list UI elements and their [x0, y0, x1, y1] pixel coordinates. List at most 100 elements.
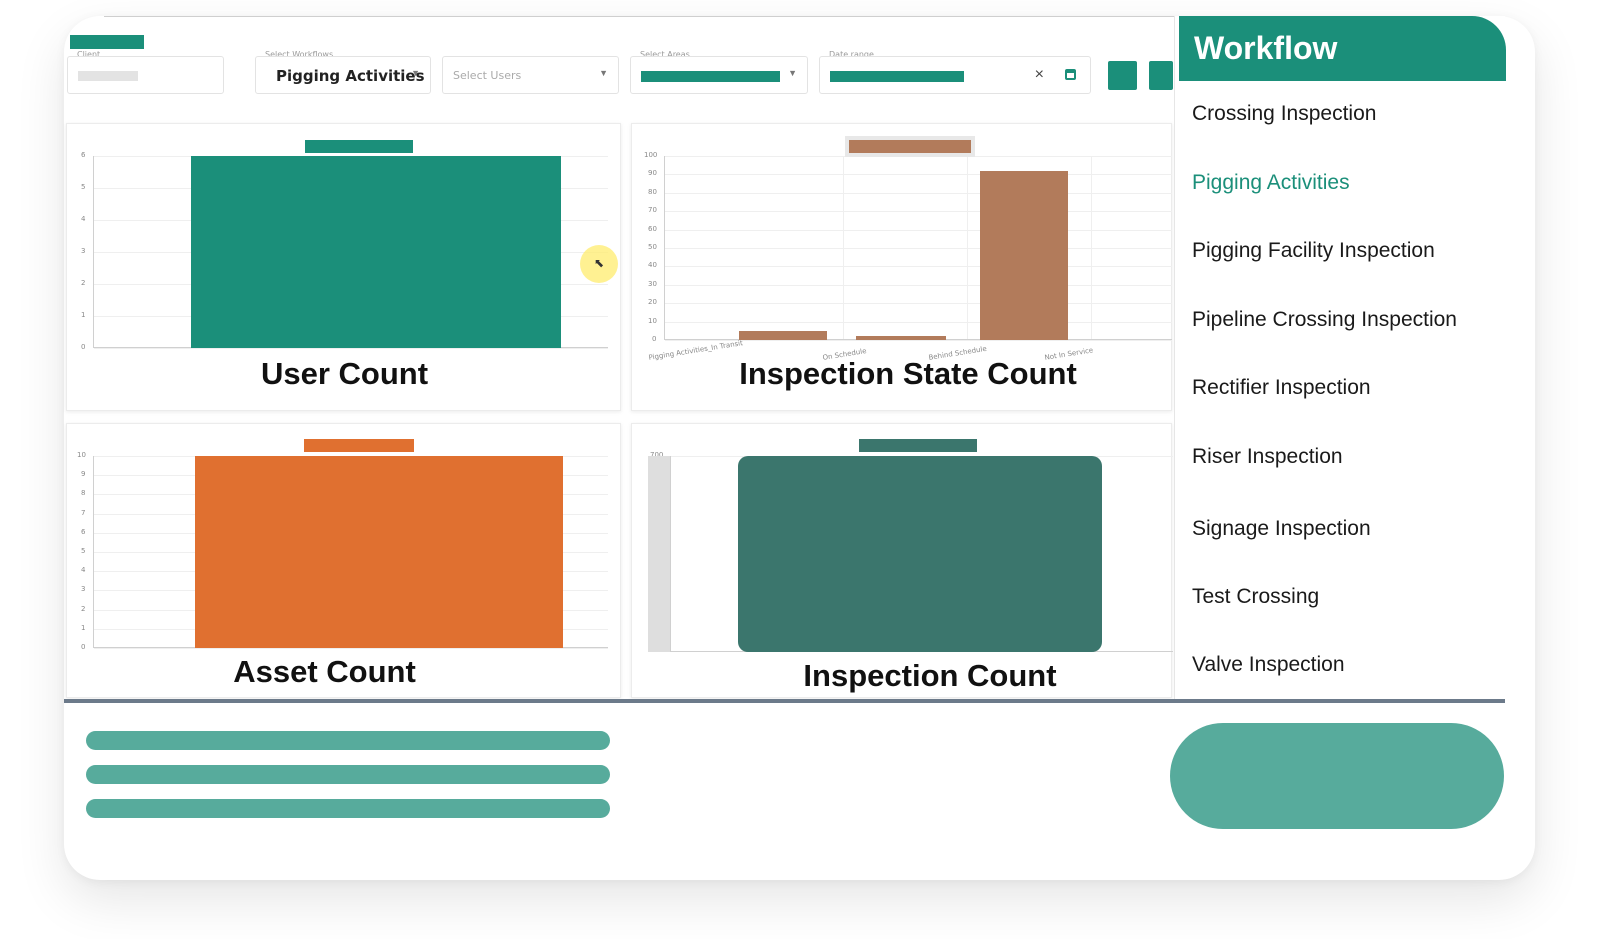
legend-swatch[interactable] [859, 439, 977, 452]
chart-title: Inspection State Count [739, 356, 1077, 391]
gridline [665, 340, 1172, 341]
client-label: Client [77, 50, 101, 59]
apply-button[interactable] [1108, 61, 1137, 90]
y-tick-label: 1 [81, 311, 86, 319]
workflow-label: Select Workflows [265, 50, 334, 59]
gridline [94, 648, 608, 649]
top-border [104, 16, 1224, 17]
workflow-item[interactable]: Signage Inspection [1192, 517, 1371, 540]
areas-label: Select Areas [640, 50, 690, 59]
chart-title: Asset Count [233, 654, 416, 689]
gridline [665, 266, 1172, 268]
workflow-item[interactable]: Pigging Facility Inspection [1192, 239, 1435, 262]
date-range-input[interactable]: × [819, 56, 1091, 94]
y-tick-label: 30 [648, 279, 657, 288]
legend-swatch[interactable] [305, 140, 413, 153]
y-tick-label: 60 [648, 224, 657, 233]
users-filter[interactable]: Select Users ▼ [442, 40, 619, 94]
gridline [94, 348, 608, 349]
y-tick-label: 0 [81, 343, 86, 351]
chart-bar[interactable] [191, 156, 561, 348]
workflow-item[interactable]: Pigging Activities [1192, 171, 1350, 194]
users-select[interactable]: Select Users ▼ [442, 56, 619, 94]
chart-grid [664, 156, 1172, 341]
y-axis-panel [648, 456, 670, 652]
client-value-placeholder [78, 71, 138, 81]
y-tick-label: 80 [648, 187, 657, 196]
y-tick-label: 40 [648, 261, 657, 270]
workflow-select[interactable]: Pigging Activities ▼ [255, 56, 431, 94]
workflow-value: Pigging Activities [276, 67, 425, 85]
workflow-item[interactable]: Riser Inspection [1192, 445, 1343, 468]
y-tick-label: 1 [81, 623, 86, 632]
chart-bar[interactable] [195, 456, 563, 648]
gridline [665, 211, 1172, 213]
workflow-title: Workflow [1194, 30, 1338, 66]
section-divider [64, 699, 1505, 703]
workflow-item[interactable]: Rectifier Inspection [1192, 376, 1371, 399]
workflow-item[interactable]: Valve Inspection [1192, 653, 1345, 676]
cursor-icon: ⬉ [594, 256, 605, 270]
date-value-placeholder [830, 71, 964, 82]
date-filter[interactable]: Date range × [819, 40, 1091, 94]
chevron-down-icon: ▼ [788, 68, 797, 78]
y-tick-label: 5 [81, 547, 86, 555]
gridline [1091, 156, 1092, 339]
y-tick-label: 6 [81, 527, 86, 536]
legend-swatch[interactable] [845, 136, 975, 157]
client-select[interactable] [67, 56, 224, 94]
logo [70, 35, 144, 49]
areas-select[interactable]: ▼ [630, 56, 808, 94]
text-placeholder-line [86, 765, 610, 784]
y-tick-label: 5 [81, 183, 86, 191]
areas-filter[interactable]: Select Areas ▼ [630, 40, 808, 94]
close-icon[interactable]: × [1034, 66, 1044, 83]
chart-bar[interactable] [739, 330, 827, 340]
workflow-header: Workflow [1179, 16, 1506, 81]
y-tick-label: 2 [81, 279, 86, 287]
gridline [843, 156, 844, 339]
y-tick-label: 100 [644, 151, 658, 159]
text-placeholder-line [86, 731, 610, 750]
y-tick-label: 2 [81, 604, 86, 613]
workflow-item[interactable]: Test Crossing [1192, 585, 1320, 608]
y-tick-label: 10 [648, 316, 657, 325]
gridline [665, 248, 1172, 249]
y-tick-label: 3 [81, 247, 86, 255]
date-label: Date range [829, 50, 874, 59]
y-tick-label: 7 [81, 508, 86, 517]
cta-button[interactable] [1170, 723, 1504, 829]
chart-title: Inspection Count [803, 658, 1057, 693]
y-tick-label: 20 [648, 298, 657, 307]
y-tick-label: 70 [648, 206, 657, 215]
legend-swatch[interactable] [304, 439, 414, 452]
y-tick-label: 4 [81, 566, 86, 575]
y-tick-label: 4 [81, 215, 86, 223]
gridline [665, 174, 1172, 176]
workflow-sidebar: Workflow Crossing Inspection Pigging Acti… [1174, 16, 1506, 700]
workflow-filter[interactable]: Select Workflows Pigging Activities ▼ [255, 40, 431, 94]
chart-bar[interactable] [738, 456, 1102, 652]
y-tick-label: 50 [648, 243, 657, 251]
chart-title: User Count [260, 356, 429, 391]
y-tick-label: 3 [81, 585, 86, 594]
workflow-item[interactable]: Pipeline Crossing Inspection [1192, 308, 1457, 331]
reset-button[interactable] [1149, 61, 1173, 90]
y-tick-label: 0 [81, 643, 86, 651]
y-tick-label: 9 [81, 470, 86, 479]
inspection-state-count-panel: 0 10 20 30 40 50 60 70 80 90 100 Pigging Activities… [631, 123, 1172, 411]
inspection-count-panel: 700 Inspection Count [631, 423, 1173, 698]
asset-count-panel: 0 1 2 3 4 5 6 7 8 9 10 Asset Count [66, 423, 621, 698]
calendar-icon[interactable] [1065, 69, 1076, 80]
chart-bar[interactable] [856, 336, 946, 340]
cursor-highlight [580, 245, 618, 283]
client-filter[interactable]: Client [67, 40, 224, 94]
users-placeholder: Select Users [453, 69, 522, 82]
workflow-item[interactable]: Crossing Inspection [1192, 102, 1377, 125]
gridline [665, 192, 1172, 194]
chevron-down-icon: ▼ [411, 68, 420, 78]
y-tick-label: 700 [650, 451, 664, 459]
gridline [665, 284, 1172, 286]
gridline [665, 321, 1172, 323]
chart-bar[interactable] [980, 170, 1068, 340]
